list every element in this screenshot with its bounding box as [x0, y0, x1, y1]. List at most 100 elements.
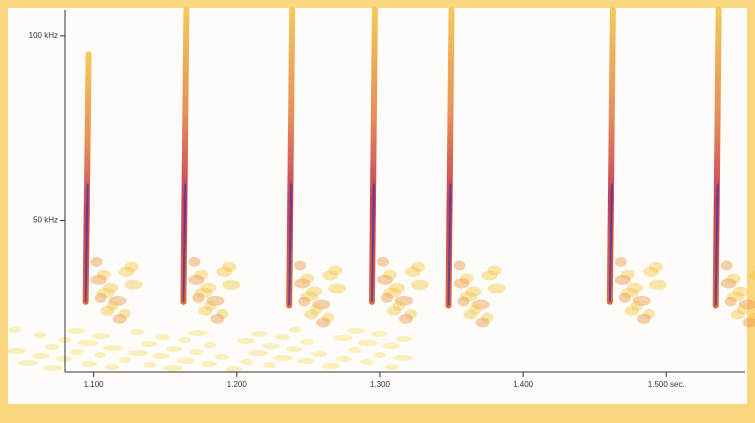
energy-blob: [194, 287, 213, 298]
noise: [204, 342, 216, 348]
x-tick-label: 1.500 sec.: [648, 380, 685, 389]
noise: [34, 332, 46, 338]
call-core: [84, 183, 89, 302]
energy-blob: [481, 312, 494, 323]
x-tick-label: 1.400: [513, 380, 534, 389]
noise: [264, 362, 276, 368]
noise: [333, 335, 353, 341]
energy-blob: [624, 305, 639, 316]
noise: [92, 333, 110, 339]
x-tick-label: 1.100: [84, 380, 105, 389]
noise: [78, 340, 98, 346]
noise: [215, 354, 229, 360]
energy-blob: [469, 304, 482, 315]
noise: [9, 327, 21, 333]
energy-blob: [124, 261, 139, 272]
energy-blob: [118, 308, 131, 319]
energy-blob: [90, 256, 103, 267]
energy-blob: [630, 300, 643, 311]
noise: [105, 364, 119, 370]
noise: [248, 350, 268, 356]
noise: [155, 334, 169, 340]
energy-blob: [210, 313, 225, 324]
energy-blob: [328, 265, 343, 276]
energy-blob: [294, 278, 311, 289]
noise: [18, 360, 38, 366]
energy-blob: [642, 266, 659, 277]
energy-blob: [96, 287, 115, 298]
energy-blob: [742, 317, 755, 328]
energy-blob: [100, 305, 115, 316]
noise: [163, 365, 183, 371]
energy-blob: [322, 270, 339, 281]
noise: [190, 349, 204, 355]
noise: [262, 343, 280, 349]
noise: [103, 345, 123, 351]
energy-blob: [626, 282, 643, 293]
energy-blob: [382, 269, 397, 280]
energy-blob: [614, 256, 627, 267]
energy-blob: [618, 292, 631, 303]
energy-blob: [306, 286, 323, 297]
noise: [273, 355, 293, 361]
energy-blob: [632, 295, 651, 306]
energy-blob: [300, 273, 315, 284]
energy-blob: [124, 279, 143, 290]
energy-blob: [310, 304, 323, 315]
noise: [166, 346, 182, 352]
noise: [382, 343, 400, 349]
noise: [177, 358, 195, 364]
energy-blob: [376, 256, 389, 267]
noise: [297, 358, 315, 364]
energy-blob: [328, 283, 347, 294]
noise: [385, 364, 399, 370]
noise: [81, 361, 97, 367]
noise: [360, 359, 374, 365]
noise: [371, 331, 387, 337]
noise: [141, 341, 157, 347]
energy-blob: [90, 274, 107, 285]
energy-blob: [724, 296, 737, 307]
energy-blob: [620, 287, 639, 298]
energy-blob: [192, 292, 205, 303]
energy-blob: [748, 270, 755, 281]
energy-blob: [642, 308, 655, 319]
energy-blob: [614, 274, 631, 285]
energy-blob: [738, 299, 755, 310]
noise: [358, 340, 378, 346]
energy-blob: [726, 291, 745, 302]
energy-blob: [620, 269, 635, 280]
energy-blob: [453, 260, 466, 271]
energy-blob: [376, 274, 393, 285]
energy-blob: [304, 309, 319, 320]
energy-blob: [216, 266, 233, 277]
energy-blob: [294, 260, 307, 271]
energy-blob: [730, 309, 745, 320]
energy-blob: [726, 273, 741, 284]
energy-blob: [386, 305, 401, 316]
call-core: [182, 183, 187, 302]
energy-blob: [94, 292, 107, 303]
noise: [201, 361, 217, 367]
noise: [336, 356, 352, 362]
energy-blob: [404, 266, 421, 277]
energy-blob: [648, 279, 667, 290]
energy-blob: [198, 305, 213, 316]
energy-blob: [720, 278, 737, 289]
x-tick-label: 1.200: [227, 380, 248, 389]
energy-blob: [475, 317, 490, 328]
energy-blob: [410, 261, 425, 272]
energy-blob: [316, 317, 331, 328]
energy-blob: [404, 308, 417, 319]
energy-blob: [459, 291, 478, 302]
energy-blob: [481, 270, 498, 281]
noise: [152, 353, 170, 359]
energy-blob: [388, 282, 405, 293]
energy-blob: [410, 279, 429, 290]
noise: [128, 350, 148, 356]
energy-blob: [102, 282, 119, 293]
energy-blob: [222, 261, 237, 272]
noise: [240, 359, 254, 365]
noise: [286, 346, 302, 352]
